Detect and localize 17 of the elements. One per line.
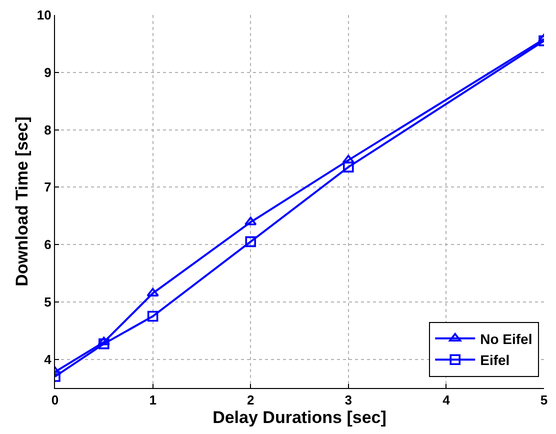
x-tick-label: 5 bbox=[540, 392, 548, 408]
x-tick-label: 0 bbox=[51, 392, 59, 408]
y-tick-label: 7 bbox=[44, 180, 52, 195]
x-tick-label: 1 bbox=[149, 392, 156, 408]
y-tick-label: 8 bbox=[44, 122, 52, 138]
y-tick-label: 4 bbox=[44, 352, 52, 367]
y-axis-title: Download Time [sec] bbox=[12, 116, 32, 286]
y-tick-label: 5 bbox=[44, 294, 52, 310]
y-tick-label: 6 bbox=[44, 237, 52, 252]
y-tick-label: 9 bbox=[44, 64, 52, 80]
x-axis-title: Delay Durations [sec] bbox=[212, 408, 386, 427]
x-tick-label: 2 bbox=[246, 392, 254, 408]
y-tick-label: 10 bbox=[36, 8, 52, 23]
legend-label: Eifel bbox=[480, 352, 510, 368]
legend-label: No Eifel bbox=[480, 330, 532, 347]
x-tick-label: 4 bbox=[442, 392, 451, 408]
x-tick-label: 3 bbox=[344, 392, 352, 408]
